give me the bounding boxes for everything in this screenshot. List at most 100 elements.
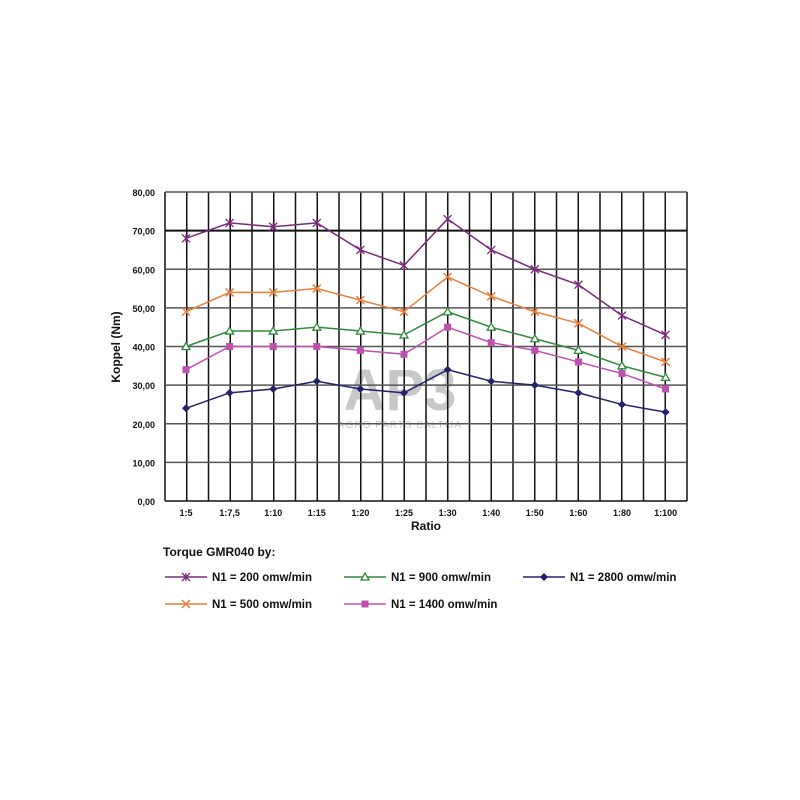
data-point	[400, 388, 408, 397]
data-point	[530, 264, 540, 274]
x-tick-label: 1:80	[613, 508, 631, 518]
data-point	[573, 280, 583, 290]
data-point	[443, 214, 453, 224]
series-line	[185, 326, 666, 390]
data-point	[529, 333, 540, 343]
x-axis-label: Ratio	[411, 519, 441, 533]
data-point	[617, 311, 627, 321]
data-point	[225, 287, 235, 297]
data-point	[399, 307, 409, 317]
y-axis-label: Koppel (Nm)	[109, 311, 123, 382]
series-1	[181, 272, 671, 367]
y-tick-label: 30,00	[132, 381, 155, 391]
data-point	[616, 360, 628, 370]
data-point	[530, 307, 540, 317]
data-point	[361, 600, 369, 608]
x-tick-label: 1:10	[264, 508, 282, 518]
legend-label: N1 = 2800 omw/min	[570, 572, 676, 584]
watermark-subtitle: AGRO PARTS BALTIJA	[338, 420, 462, 431]
data-point	[487, 339, 495, 347]
data-point	[181, 599, 191, 609]
data-point	[355, 325, 366, 335]
y-tick-label: 50,00	[132, 304, 155, 314]
y-tick-label: 60,00	[132, 265, 155, 275]
series-2	[180, 306, 671, 382]
data-point	[442, 306, 453, 316]
legend-label: N1 = 900 omw/min	[391, 572, 491, 584]
data-point	[400, 350, 408, 358]
data-point	[530, 381, 539, 390]
data-point	[268, 287, 278, 297]
x-tick-label: 1:7,5	[219, 508, 240, 518]
series-0	[181, 214, 671, 340]
data-point	[531, 346, 539, 354]
data-point	[356, 346, 364, 354]
series-4	[182, 365, 670, 417]
x-tick-label: 1:100	[654, 508, 677, 518]
data-point	[359, 571, 371, 581]
data-point	[398, 329, 410, 339]
data-point	[660, 372, 671, 382]
data-point	[313, 343, 321, 350]
x-tick-label: 1:5	[179, 508, 192, 518]
data-point	[181, 233, 191, 243]
legend-item: N1 = 500 omw/min	[165, 599, 312, 611]
data-point	[443, 272, 453, 282]
data-point	[226, 343, 234, 350]
data-point	[268, 222, 278, 232]
data-point	[487, 377, 496, 386]
y-tick-label: 0,00	[137, 497, 155, 507]
data-point	[661, 330, 671, 340]
x-tick-label: 1:15	[308, 508, 326, 518]
y-tick-label: 10,00	[132, 458, 155, 468]
data-point	[180, 341, 192, 351]
series-3	[182, 323, 670, 393]
data-point	[312, 218, 322, 228]
y-tick-label: 40,00	[132, 343, 155, 353]
data-point	[181, 307, 191, 317]
data-point	[181, 572, 191, 582]
series-line	[185, 368, 666, 413]
data-point	[268, 325, 279, 335]
data-point	[574, 358, 582, 366]
y-tick-label: 20,00	[132, 420, 155, 430]
data-point	[573, 345, 584, 355]
data-point	[269, 384, 278, 393]
series-line	[185, 218, 666, 336]
data-point	[182, 366, 190, 374]
data-point	[444, 323, 452, 331]
data-point	[182, 404, 190, 413]
data-point	[486, 321, 497, 331]
data-point	[661, 408, 670, 417]
data-point	[574, 388, 583, 397]
data-point	[540, 573, 548, 581]
data-point	[269, 343, 277, 350]
data-point	[311, 321, 322, 331]
legend-item: N1 = 2800 omw/min	[523, 572, 676, 584]
y-tick-label: 70,00	[132, 227, 155, 237]
data-point	[617, 341, 627, 352]
y-tick-label: 80,00	[132, 188, 155, 198]
legend-item: N1 = 200 omw/min	[165, 572, 312, 584]
data-point	[356, 384, 365, 393]
data-point	[225, 218, 235, 228]
data-point	[443, 365, 452, 374]
data-point	[312, 377, 321, 386]
data-point	[355, 245, 365, 255]
data-point	[618, 370, 626, 378]
series-line	[185, 276, 666, 363]
data-point	[399, 260, 409, 270]
data-point	[486, 245, 496, 255]
data-point	[662, 385, 670, 393]
data-point	[661, 357, 671, 367]
x-tick-label: 1:30	[439, 508, 457, 518]
x-tick-label: 1:50	[526, 508, 544, 518]
data-point	[355, 295, 365, 305]
legend-item: N1 = 900 omw/min	[344, 571, 491, 584]
legend-title: Torque GMR040 by:	[163, 545, 275, 559]
data-point	[225, 388, 234, 397]
data-point	[224, 325, 235, 335]
data-point	[618, 400, 626, 409]
series-line	[185, 310, 666, 379]
